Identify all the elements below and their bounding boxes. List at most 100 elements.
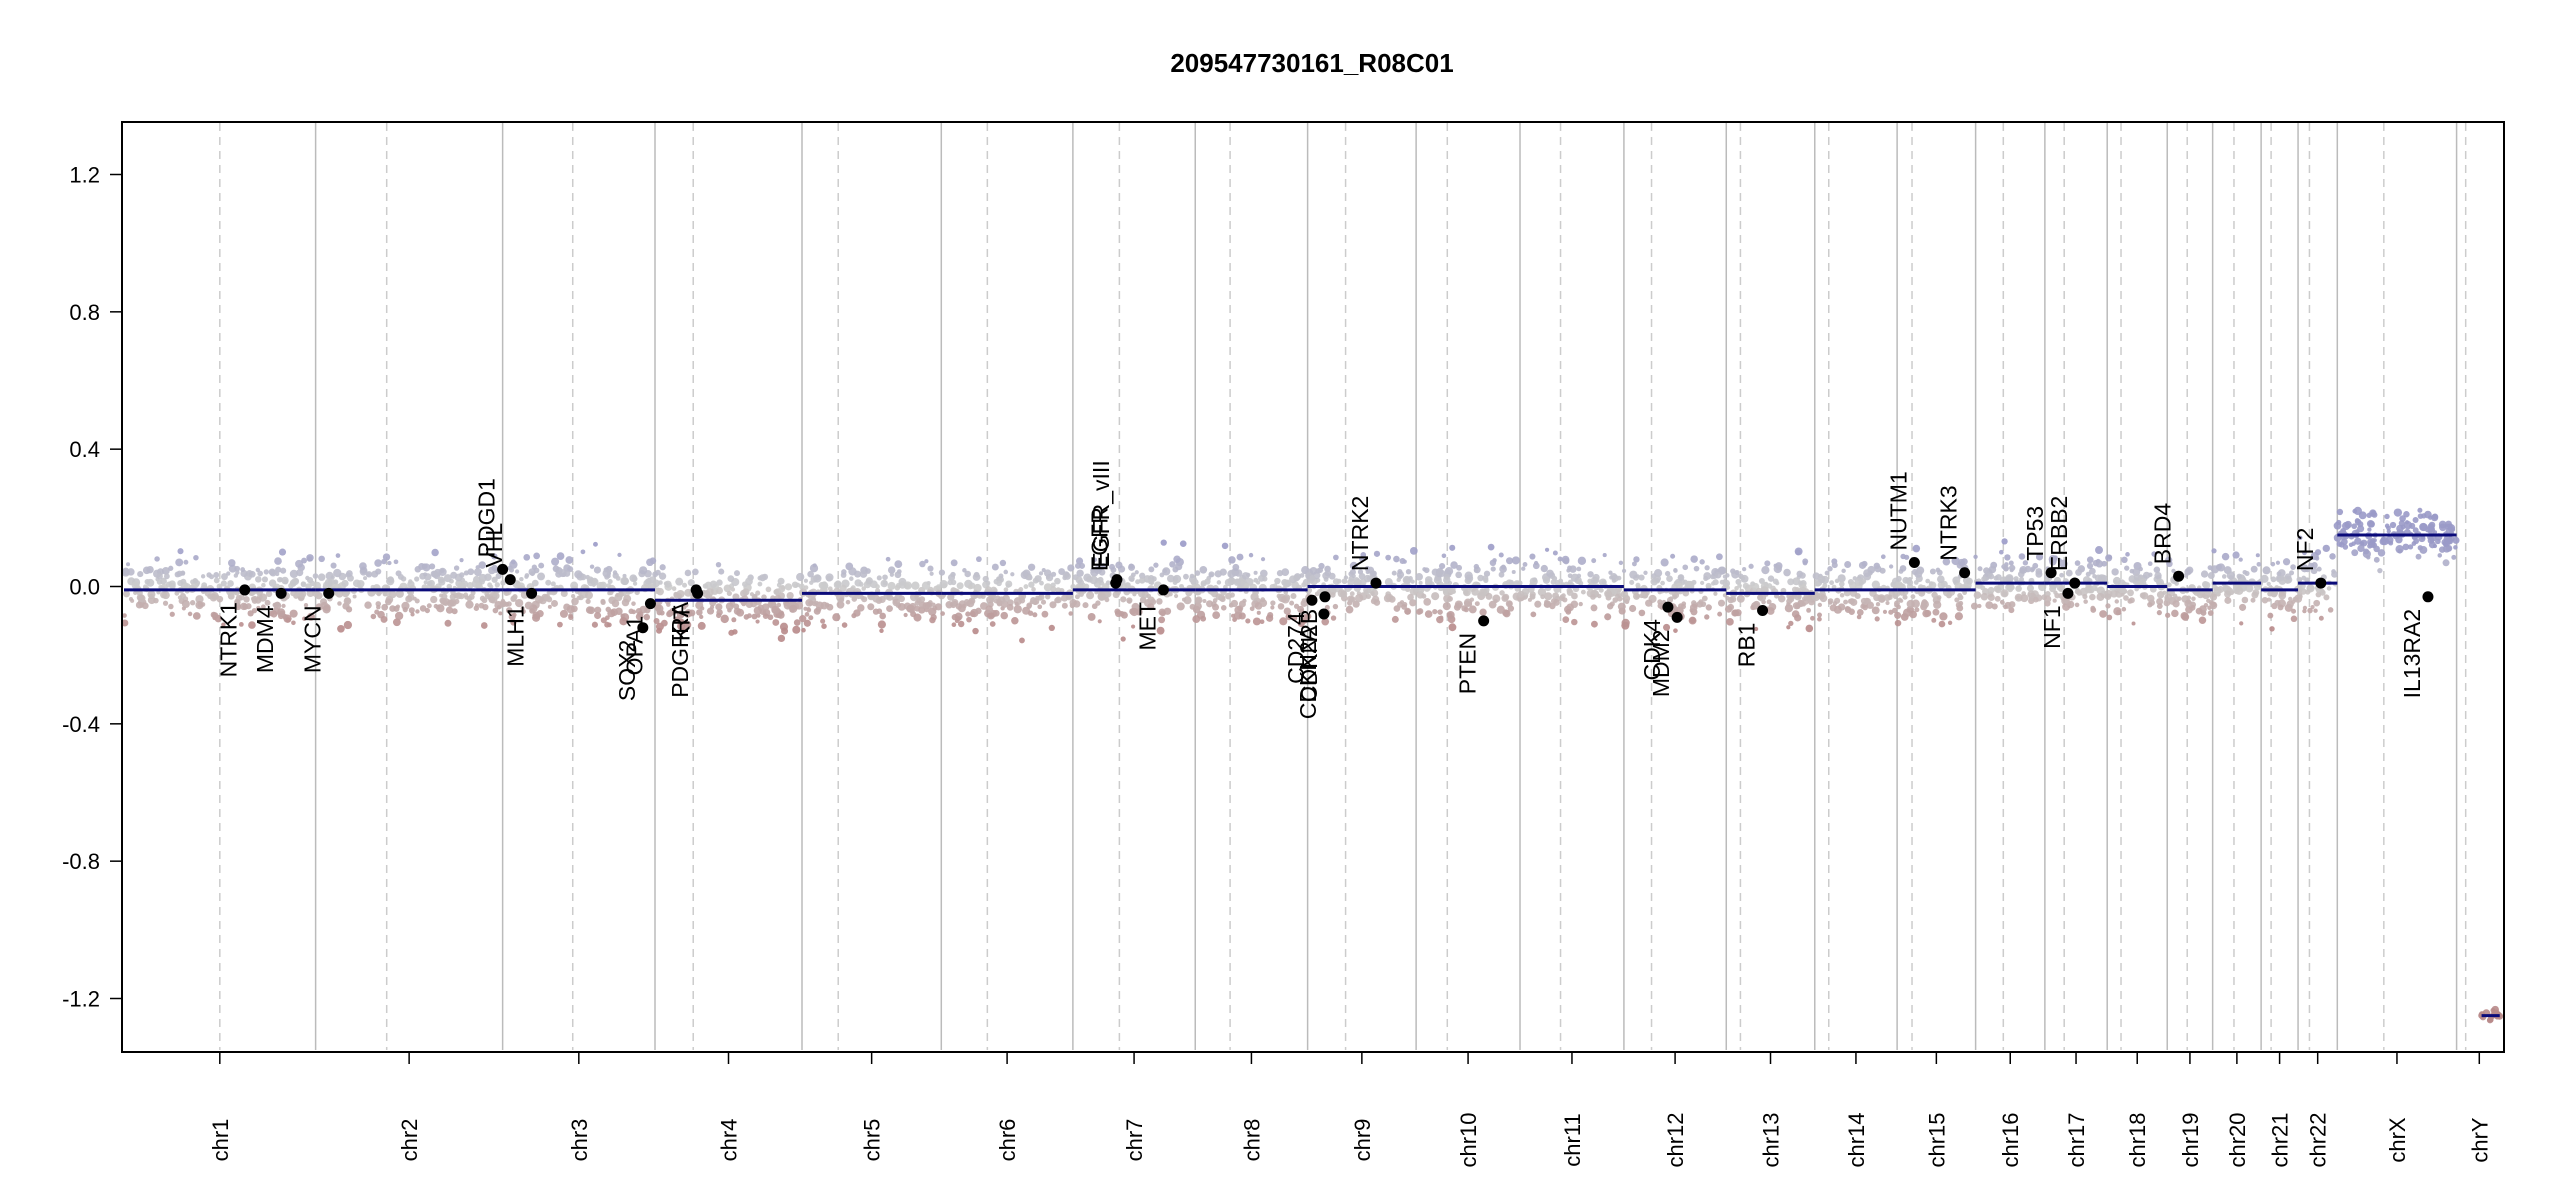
probe-point <box>954 612 963 621</box>
probe-point <box>2221 552 2230 561</box>
probe-point <box>579 590 588 599</box>
probe-point <box>1704 614 1710 620</box>
probe-point <box>306 612 315 621</box>
probe-point <box>1236 553 1244 561</box>
probe-point <box>570 593 576 599</box>
probe-point <box>1309 575 1316 582</box>
probe-point <box>1163 607 1172 615</box>
probe-point <box>1027 610 1034 616</box>
probe-point <box>214 594 220 599</box>
probe-point <box>2313 608 2318 613</box>
probe-point <box>1347 595 1355 603</box>
probe-point <box>941 583 948 589</box>
probe-point <box>551 599 559 607</box>
probe-point <box>2313 599 2321 607</box>
probe-point <box>1643 570 1648 575</box>
probe-point <box>1666 575 1673 583</box>
probe-point <box>1827 566 1833 572</box>
probe-point <box>269 569 277 577</box>
probe-point <box>1252 617 1261 626</box>
probe-point <box>1904 554 1910 560</box>
probe-point <box>1576 579 1582 584</box>
probe-point <box>1678 603 1684 609</box>
probe-point <box>2354 518 2360 524</box>
probe-point <box>1527 597 1532 602</box>
probe-point <box>419 605 427 612</box>
probe-point <box>1722 593 1727 598</box>
probe-point <box>1858 561 1867 569</box>
probe-point <box>1417 587 1425 594</box>
probe-point <box>1673 628 1678 633</box>
probe-point <box>1500 564 1506 570</box>
probe-point <box>376 604 381 610</box>
probe-point <box>1309 566 1318 575</box>
probe-point <box>408 607 415 614</box>
probe-point <box>243 596 250 603</box>
probe-point <box>1725 573 1730 578</box>
probe-point <box>374 559 382 567</box>
probe-point <box>440 568 445 573</box>
gene-point-IL13RA2 <box>2422 591 2434 603</box>
probe-point <box>389 605 396 612</box>
probe-point <box>1633 556 1640 563</box>
probe-point <box>684 569 692 577</box>
probe-cloud-chr9 <box>1304 547 1419 626</box>
probe-point <box>381 603 389 611</box>
probe-point <box>2156 597 2164 606</box>
probe-point <box>234 598 241 606</box>
probe-point <box>1005 580 1013 588</box>
probe-point <box>324 578 333 587</box>
probe-point <box>1703 572 1712 580</box>
probe-point <box>696 609 703 616</box>
probe-point <box>767 614 774 621</box>
probe-point <box>885 556 891 562</box>
probe-point <box>676 593 682 599</box>
probe-point <box>631 576 638 582</box>
probe-point <box>1439 615 1444 620</box>
x-tick-label-chr1: chr1 <box>208 1119 233 1162</box>
probe-point <box>1130 607 1139 617</box>
gene-label-PDGFRA: PDGFRA <box>667 601 693 698</box>
probe-point <box>972 627 979 635</box>
probe-point <box>2250 565 2258 573</box>
probe-point <box>1783 568 1791 577</box>
probe-point <box>1192 615 1201 624</box>
probe-point <box>154 556 160 562</box>
probe-point <box>192 612 201 620</box>
probe-point <box>835 582 840 588</box>
probe-point <box>985 586 992 594</box>
probe-point <box>2224 596 2232 604</box>
probe-point <box>524 574 529 579</box>
probe-point <box>2278 591 2287 600</box>
probe-point <box>1027 563 1036 571</box>
probe-point <box>2156 610 2162 616</box>
probe-point <box>1020 596 1025 601</box>
probe-point <box>1966 577 1973 585</box>
probe-point <box>909 593 919 602</box>
probe-point <box>503 590 510 597</box>
probe-point <box>799 614 807 623</box>
probe-point <box>753 606 763 615</box>
probe-point <box>2307 607 2313 614</box>
gene-point-NF1 <box>2062 587 2074 599</box>
gene-label-MDM4: MDM4 <box>252 605 278 673</box>
probe-point <box>1618 560 1624 566</box>
probe-point <box>1732 609 1740 617</box>
probe-point <box>1812 572 1820 580</box>
gene-point-MDM2 <box>1671 611 1683 623</box>
probe-point <box>1620 590 1629 598</box>
probe-point <box>1032 577 1039 584</box>
probe-point <box>509 567 515 573</box>
probe-point <box>2437 553 2443 558</box>
probe-point <box>804 612 810 617</box>
probe-point <box>1329 592 1336 598</box>
probe-point <box>889 572 895 577</box>
probe-point <box>168 580 176 588</box>
probe-point <box>832 613 841 622</box>
gene-point-MLH1 <box>526 587 538 599</box>
probe-point <box>2377 549 2386 557</box>
probe-point <box>568 614 574 621</box>
probe-point <box>2250 597 2256 603</box>
probe-point <box>683 620 692 629</box>
